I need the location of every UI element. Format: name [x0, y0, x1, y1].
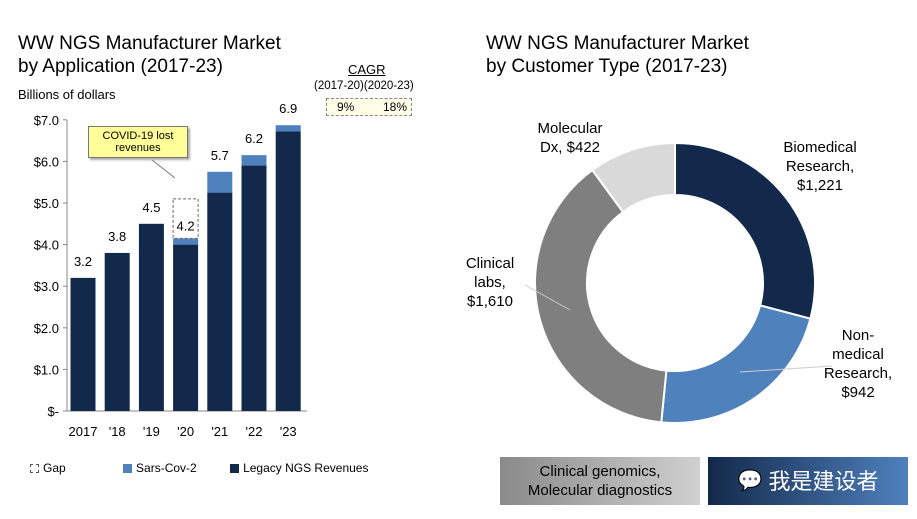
bar-sars [173, 238, 199, 245]
bar-legacy [241, 165, 267, 411]
legend: Gap Sars-Cov-2 Legacy NGS Revenues [30, 461, 368, 475]
x-tick-label: 2017 [69, 424, 98, 439]
slice-label: Non- [842, 327, 875, 344]
bar-sars [241, 155, 267, 166]
covid-callout: COVID-19 lost revenues [88, 126, 188, 158]
slice-label: Research, [824, 365, 892, 382]
y-tick-label: $7.0 [34, 113, 59, 128]
bar-legacy [207, 192, 233, 411]
legend-sars: Sars-Cov-2 [123, 461, 197, 475]
cagr-values: 9% 18% [326, 98, 412, 116]
donut-slice [534, 168, 668, 424]
y-tick-label: $4.0 [34, 238, 59, 253]
legend-gap: Gap [30, 461, 66, 475]
sars-swatch [123, 464, 133, 473]
donut-slice [590, 141, 676, 214]
y-tick-label: $1.0 [34, 362, 59, 377]
bar-legacy [173, 244, 199, 411]
callout-pointer [151, 159, 176, 179]
cagr-value-1: 9% [337, 100, 355, 114]
slice-label: $1,610 [467, 293, 513, 310]
bar-gap [172, 198, 199, 239]
bar-total-label: 6.2 [245, 131, 263, 146]
bar-legacy [104, 252, 130, 411]
slice-label: $1,221 [797, 177, 843, 194]
legacy-swatch [230, 464, 240, 473]
bar-sars [207, 171, 233, 193]
x-tick-label: '18 [109, 424, 126, 439]
y-tick-label: $3.0 [34, 279, 59, 294]
y-tick-label: $- [47, 404, 59, 419]
x-tick-label: '23 [280, 424, 297, 439]
bar-legacy [70, 277, 96, 411]
y-tick-label: $2.0 [34, 321, 59, 336]
bar-total-label: 4.5 [142, 200, 160, 215]
x-tick-label: '22 [246, 424, 263, 439]
leader-line [524, 284, 571, 311]
left-title: WW NGS Manufacturer Market by Application… [18, 33, 281, 77]
slice-label: Research, [786, 158, 854, 175]
x-tick-label: '21 [211, 424, 228, 439]
bar-total-label: 3.2 [74, 254, 92, 269]
bar-total-label: 6.9 [279, 101, 297, 116]
bar-total-label: 5.7 [211, 148, 229, 163]
donut-slice [674, 141, 816, 320]
x-tick-label: '20 [177, 424, 194, 439]
bar-sars [275, 125, 301, 132]
x-tick-label: '19 [143, 424, 160, 439]
slice-label: labs, [474, 274, 506, 291]
bar-legacy [138, 223, 164, 411]
slice-label: medical [832, 346, 884, 363]
y-axis-label: Billions of dollars [18, 87, 116, 102]
cagr-value-2: 18% [383, 100, 408, 114]
slice-label: $942 [841, 384, 874, 401]
right-title: WW NGS Manufacturer Market by Customer Ty… [486, 33, 749, 77]
gap-swatch [30, 464, 39, 473]
bar-legacy [275, 131, 301, 411]
slice-label: Biomedical [783, 139, 856, 156]
leader-line [739, 365, 833, 373]
watermark-box: 💬 我是建设者 [708, 457, 908, 505]
bar-total-label: 4.2 [177, 218, 195, 233]
slice-label: Molecular [537, 120, 602, 137]
donut-slice [660, 304, 812, 424]
slice-label: Clinical [466, 255, 514, 272]
y-tick-label: $5.0 [34, 196, 59, 211]
cagr-periods: (2017-20)(2020-23) [314, 80, 414, 92]
legend-legacy: Legacy NGS Revenues [230, 461, 368, 475]
bar-total-label: 3.8 [108, 229, 126, 244]
watermark-text: 我是建设者 [768, 468, 879, 494]
y-tick-label: $6.0 [34, 154, 59, 169]
cagr-title: CAGR [348, 62, 386, 77]
slice-label: Dx, $422 [540, 139, 600, 156]
wechat-icon: 💬 [737, 469, 763, 492]
clinical-genomics-box: Clinical genomics, Molecular diagnostics [500, 457, 700, 505]
